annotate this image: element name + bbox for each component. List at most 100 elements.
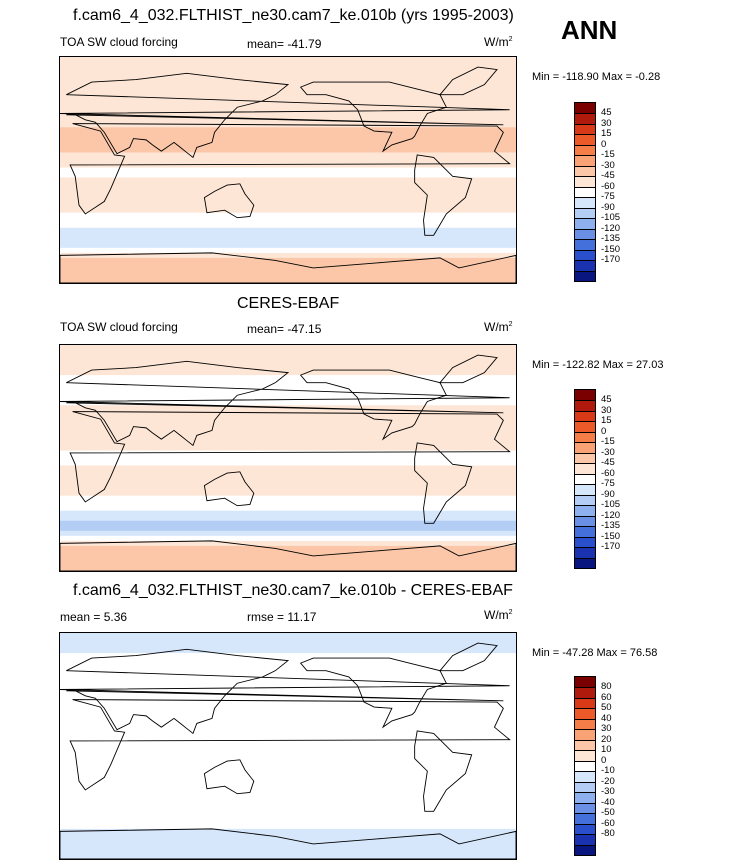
field-band — [60, 237, 516, 244]
colorbar-tick-label: -90 — [601, 201, 615, 213]
colorbar-swatch — [575, 505, 595, 516]
field-band — [60, 395, 516, 401]
colorbar-swatch — [575, 547, 595, 558]
field-band — [60, 778, 516, 785]
field-band — [60, 242, 516, 249]
field-band — [60, 713, 516, 719]
colorbar-tick-label: -15 — [601, 149, 615, 161]
field-band — [60, 455, 516, 462]
colorbar-tick-label: -15 — [601, 436, 615, 448]
field-band — [60, 62, 516, 68]
field-band — [60, 708, 516, 714]
colorbar-swatch — [575, 515, 595, 527]
coastline — [60, 360, 510, 447]
field-band — [60, 132, 516, 138]
colorbar-swatch — [575, 442, 595, 453]
field-band — [60, 643, 516, 649]
colorbar-tick-label: 0 — [601, 138, 607, 150]
colorbar-tick-label: -170 — [601, 254, 621, 266]
colorbar-tick-label: -135 — [601, 520, 621, 532]
field-band — [60, 663, 516, 669]
colorbar-swatch — [575, 494, 595, 506]
field-band — [60, 345, 516, 351]
field-band — [60, 638, 516, 644]
panel-1-map-field — [60, 57, 516, 283]
colorbar-tick-label: -105 — [601, 212, 621, 224]
colorbar-swatch — [575, 823, 595, 835]
panel-3-map — [59, 632, 517, 860]
field-band — [60, 67, 516, 73]
panel-1-units: W/m2 — [484, 35, 513, 49]
field-band — [60, 192, 516, 199]
colorbar-swatch — [575, 802, 595, 814]
field-band — [60, 92, 516, 98]
field-band — [60, 823, 516, 830]
colorbar-swatch — [575, 484, 595, 495]
colorbar-tick-label: 15 — [601, 415, 612, 427]
field-band — [60, 102, 516, 108]
field-band — [60, 107, 516, 113]
field-band — [60, 430, 516, 436]
field-band — [60, 723, 516, 730]
coastline — [203, 183, 255, 219]
colorbar-tick-label: -170 — [601, 541, 621, 553]
field-band — [60, 257, 516, 264]
field-band — [60, 485, 516, 492]
field-band — [60, 838, 516, 845]
colorbar-swatch — [575, 718, 595, 730]
field-band — [60, 550, 516, 557]
colorbar-tick-label: -30 — [601, 446, 615, 458]
colorbar-swatch — [575, 463, 595, 474]
field-band — [60, 252, 516, 259]
colorbar-tick-label: -50 — [601, 807, 615, 819]
field-band — [60, 172, 516, 179]
field-band — [60, 560, 516, 567]
field-band — [60, 515, 516, 522]
field-band — [60, 758, 516, 765]
field-band — [60, 390, 516, 396]
field-band — [60, 360, 516, 366]
field-band — [60, 648, 516, 654]
panel-3-colorbar: 80 60 50 40 30 20 10 0 -10 -20 -30 -40 -50 -60 -80 — [574, 676, 615, 856]
field-band — [60, 718, 516, 724]
colorbar-swatch — [575, 239, 595, 250]
field-band — [60, 57, 516, 63]
colorbar-tick-label: 30 — [601, 117, 612, 129]
colorbar-swatch — [575, 739, 595, 751]
field-band — [60, 633, 516, 639]
field-band — [60, 748, 516, 755]
field-band — [60, 440, 516, 447]
field-band — [60, 380, 516, 386]
field-band — [60, 182, 516, 189]
panel-2-minmax: Min = -122.82 Max = 27.03 — [532, 359, 664, 371]
colorbar-tick-label: -105 — [601, 499, 621, 511]
colorbar-tick-label: -60 — [601, 180, 615, 192]
colorbar-swatch — [575, 270, 595, 281]
field-band — [60, 768, 516, 775]
colorbar-tick-label: -45 — [601, 170, 615, 182]
colorbar-swatch — [575, 677, 595, 688]
colorbar-tick-label: -10 — [601, 765, 615, 777]
coastline — [60, 648, 510, 735]
coastline — [69, 411, 511, 503]
colorbar-swatch — [575, 134, 595, 145]
field-band — [60, 678, 516, 684]
coastline — [414, 154, 473, 236]
colorbar-swatch — [575, 526, 595, 537]
field-band — [60, 147, 516, 154]
field-band — [60, 788, 516, 795]
colorbar-swatch — [575, 207, 595, 219]
field-band — [60, 177, 516, 184]
coastline — [439, 66, 498, 96]
field-band — [60, 400, 516, 406]
field-band — [60, 668, 516, 674]
coastline — [299, 657, 447, 729]
colorbar-tick-label: -45 — [601, 457, 615, 469]
panel-3-minmax: Min = -47.28 Max = 76.58 — [532, 647, 658, 659]
colorbar-swatch — [575, 781, 595, 793]
panel-1-mean-label: mean= -41.79 — [247, 37, 322, 51]
season-label: ANN — [561, 15, 618, 45]
colorbar-tick-label: -60 — [601, 817, 615, 829]
field-band — [60, 853, 516, 859]
panel-1-colorbar: 45 30 15 0 -15 -30 -45 -60 -75 -90 -105 -120 -135 -15… — [574, 102, 620, 282]
